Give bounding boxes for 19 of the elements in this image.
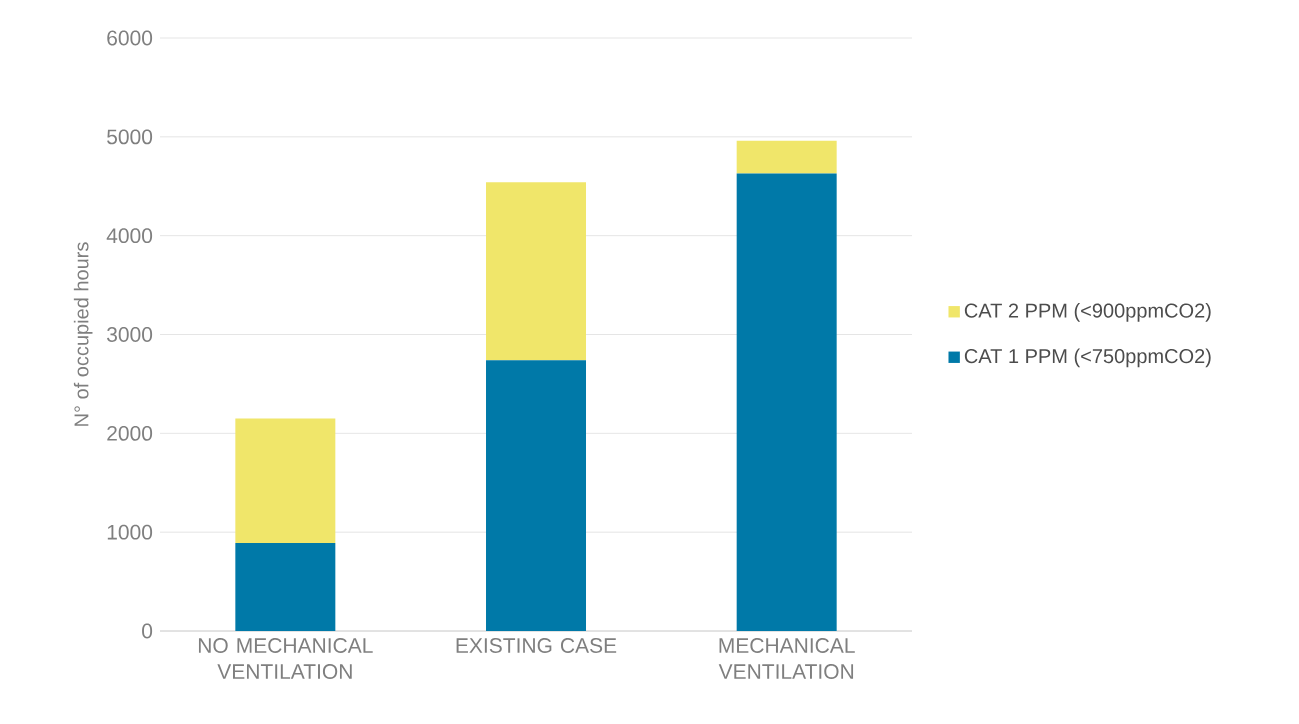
x-tick-label: NO MECHANICAL VENTILATION: [198, 638, 373, 679]
x-tick-label: EXISTING CASE: [456, 638, 617, 653]
y-tick-label: 6000: [107, 30, 153, 46]
y-tick-label: 2000: [107, 425, 153, 441]
x-tick-label: MECHANICAL VENTILATION: [718, 638, 855, 679]
y-tick-label: 3000: [107, 327, 153, 342]
bar: [486, 360, 587, 631]
y-tick-label: 0: [142, 623, 153, 639]
bar: [486, 182, 587, 361]
bar: [235, 418, 336, 544]
bar: [736, 140, 837, 174]
bar: [736, 173, 837, 631]
y-tick-label: 1000: [107, 524, 153, 540]
legend-label: CAT 2 PPM (<900ppmCO2): [964, 303, 1211, 322]
y-axis-title: N° of occupied hours: [73, 242, 93, 426]
y-tick-label: 4000: [106, 228, 153, 244]
legend-label: CAT 1 PPM (<750ppmCO2): [964, 348, 1211, 368]
bar: [235, 543, 336, 631]
y-tick-label: 5000: [107, 129, 153, 145]
